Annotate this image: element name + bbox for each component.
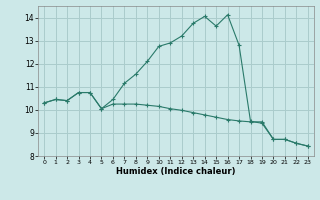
X-axis label: Humidex (Indice chaleur): Humidex (Indice chaleur): [116, 167, 236, 176]
